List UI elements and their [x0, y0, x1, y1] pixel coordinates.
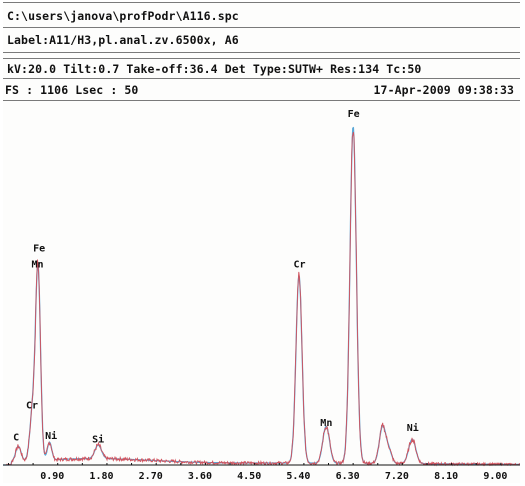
- peak-label: Fe: [348, 109, 360, 120]
- peak-label: Ni: [45, 430, 57, 442]
- x-axis: 0.90 1.80 2.70 3.60 4.50 5.40 6.30 7.20 8.10 9.00: [3, 463, 520, 482]
- fit-trace: [3, 126, 520, 466]
- spectrum-report: C:\users\janova\profPodr\A116.spc Label:…: [3, 2, 520, 483]
- header-divider: [3, 53, 520, 59]
- peak-label: Cr: [293, 260, 305, 271]
- full-scale-lsec: FS : 1106 Lsec : 50: [5, 83, 139, 97]
- x-tick-label: 6.30: [336, 471, 360, 482]
- peak-label: Mn: [31, 260, 43, 271]
- spectrum-layer: [3, 132, 520, 467]
- eds-spectrum-chart: 0.90 1.80 2.70 3.60 4.50 5.40 6.30 7.20 8.10 9.00…: [3, 109, 520, 482]
- peak-label: Cr: [26, 400, 38, 411]
- scale-row: FS : 1106 Lsec : 50 17-Apr-2009 09:38:33: [3, 79, 520, 101]
- x-tick-label: 7.20: [385, 471, 409, 482]
- peak-labels: C Cr Mn Fe Ni Si Cr Mn Fe Ni: [13, 109, 419, 445]
- x-tick-label: 2.70: [139, 471, 163, 482]
- peak-label: Si: [92, 433, 104, 445]
- peak-label: C: [13, 433, 19, 444]
- x-tick-label: 8.10: [434, 471, 458, 482]
- x-tick-label: 9.00: [483, 471, 507, 482]
- sample-label: Label:A11/H3,pl.anal.zv.6500x, A6: [3, 28, 520, 53]
- file-path: C:\users\janova\profPodr\A116.spc: [3, 2, 520, 28]
- x-tick-label: 4.50: [237, 471, 261, 482]
- x-tick-label: 5.40: [286, 471, 310, 482]
- acquisition-datetime: 17-Apr-2009 09:38:33: [373, 83, 514, 97]
- acquisition-params: kV:20.0 Tilt:0.7 Take-off:36.4 Det Type:…: [3, 59, 520, 79]
- peak-label: Fe: [33, 243, 45, 254]
- peak-label: Ni: [407, 422, 419, 434]
- spectrum-trace: [3, 132, 520, 467]
- x-tick-label: 3.60: [188, 471, 212, 482]
- x-tick-label: 1.80: [89, 471, 113, 482]
- fit-layer: [3, 126, 520, 466]
- x-tick-label: 0.90: [40, 471, 64, 482]
- peak-label: Mn: [320, 418, 332, 429]
